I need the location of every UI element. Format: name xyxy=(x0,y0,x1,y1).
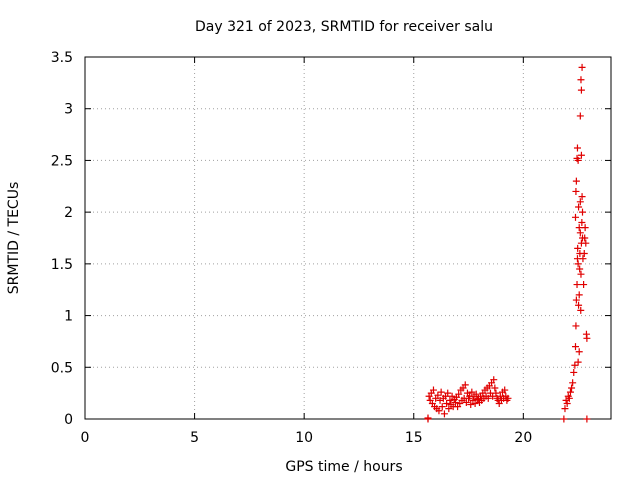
data-point xyxy=(577,270,585,278)
data-point xyxy=(583,334,591,342)
data-point xyxy=(580,281,588,289)
y-tick-label: 1.5 xyxy=(51,257,73,273)
data-point xyxy=(575,348,583,356)
plot-frame xyxy=(84,56,612,420)
x-tick-label: 0 xyxy=(81,430,90,446)
data-point xyxy=(574,156,582,164)
data-point xyxy=(437,388,445,396)
data-point xyxy=(484,394,492,402)
data-point xyxy=(569,379,577,387)
x-tick-label: 20 xyxy=(514,430,532,446)
axis-ticks: 0 5 10 15 20 0 0.5 1 1.5 2 2.5 3 3.5 xyxy=(51,50,611,446)
data-point xyxy=(434,391,442,399)
data-point xyxy=(578,218,586,226)
data-point xyxy=(576,112,584,120)
y-tick-label: 0 xyxy=(64,412,73,428)
data-point xyxy=(581,224,589,232)
data-point xyxy=(577,76,585,84)
data-point xyxy=(580,250,588,258)
data-point xyxy=(443,399,451,407)
data-point xyxy=(583,415,591,423)
data-point xyxy=(472,390,480,398)
data-point xyxy=(429,386,437,394)
data-point xyxy=(579,255,587,263)
data-point xyxy=(462,398,470,406)
y-tick-label: 0.5 xyxy=(51,360,73,376)
y-tick-label: 2 xyxy=(64,205,73,221)
data-point xyxy=(455,390,463,398)
data-point xyxy=(572,322,580,330)
data-point xyxy=(440,410,448,418)
x-tick-label: 15 xyxy=(405,430,423,446)
data-point xyxy=(444,389,452,397)
data-point xyxy=(467,401,475,409)
data-point xyxy=(576,198,584,206)
data-point xyxy=(489,392,497,400)
data-point xyxy=(575,224,583,232)
data-point xyxy=(572,177,580,185)
data-point xyxy=(571,343,579,351)
data-point xyxy=(575,203,583,211)
grid xyxy=(85,57,611,419)
data-point xyxy=(577,86,585,94)
data-point xyxy=(578,63,586,71)
data-point xyxy=(446,396,454,404)
data-point xyxy=(574,244,582,252)
data-point xyxy=(574,260,582,268)
data-point xyxy=(581,234,589,242)
data-point xyxy=(579,208,587,216)
x-axis-label: GPS time / hours xyxy=(285,459,402,475)
data-point xyxy=(435,407,443,415)
data-point xyxy=(577,306,585,314)
data-point xyxy=(568,384,576,392)
x-tick-label: 10 xyxy=(295,430,313,446)
data-point xyxy=(576,265,584,273)
data-point xyxy=(576,229,584,237)
data-point xyxy=(565,394,573,402)
data-point xyxy=(492,389,500,397)
data-point xyxy=(445,405,453,413)
data-point xyxy=(578,193,586,201)
data-point xyxy=(461,381,469,389)
data-point xyxy=(504,394,512,402)
chart-title: Day 321 of 2023, SRMTID for receiver sal… xyxy=(195,19,493,35)
data-point xyxy=(573,281,581,289)
data-point xyxy=(471,399,479,407)
data-point xyxy=(438,403,446,411)
data-point xyxy=(574,358,582,366)
data-point xyxy=(571,361,579,369)
data-point xyxy=(560,415,568,423)
data-point xyxy=(491,384,499,392)
x-tick-label: 5 xyxy=(190,430,199,446)
data-point xyxy=(572,296,580,304)
data-point xyxy=(571,213,579,221)
y-axis-label: SRMTID / TECUs xyxy=(6,182,22,295)
data-point xyxy=(501,386,509,394)
y-tick-label: 1 xyxy=(64,309,73,325)
data-point xyxy=(563,399,571,407)
data-point xyxy=(566,388,574,396)
data-point xyxy=(490,376,498,384)
data-point xyxy=(424,414,432,422)
data-point xyxy=(468,388,476,396)
data-point xyxy=(575,301,583,309)
data-point xyxy=(573,144,581,152)
data-point xyxy=(582,239,590,247)
y-tick-label: 3 xyxy=(64,102,73,118)
data-point xyxy=(561,405,569,413)
y-tick-label: 2.5 xyxy=(51,153,73,169)
data-point xyxy=(575,291,583,299)
data-point xyxy=(570,368,578,376)
data-point xyxy=(572,187,580,195)
data-point xyxy=(451,398,459,406)
data-point xyxy=(577,151,585,159)
data-points xyxy=(424,63,591,423)
y-tick-label: 3.5 xyxy=(51,50,73,66)
